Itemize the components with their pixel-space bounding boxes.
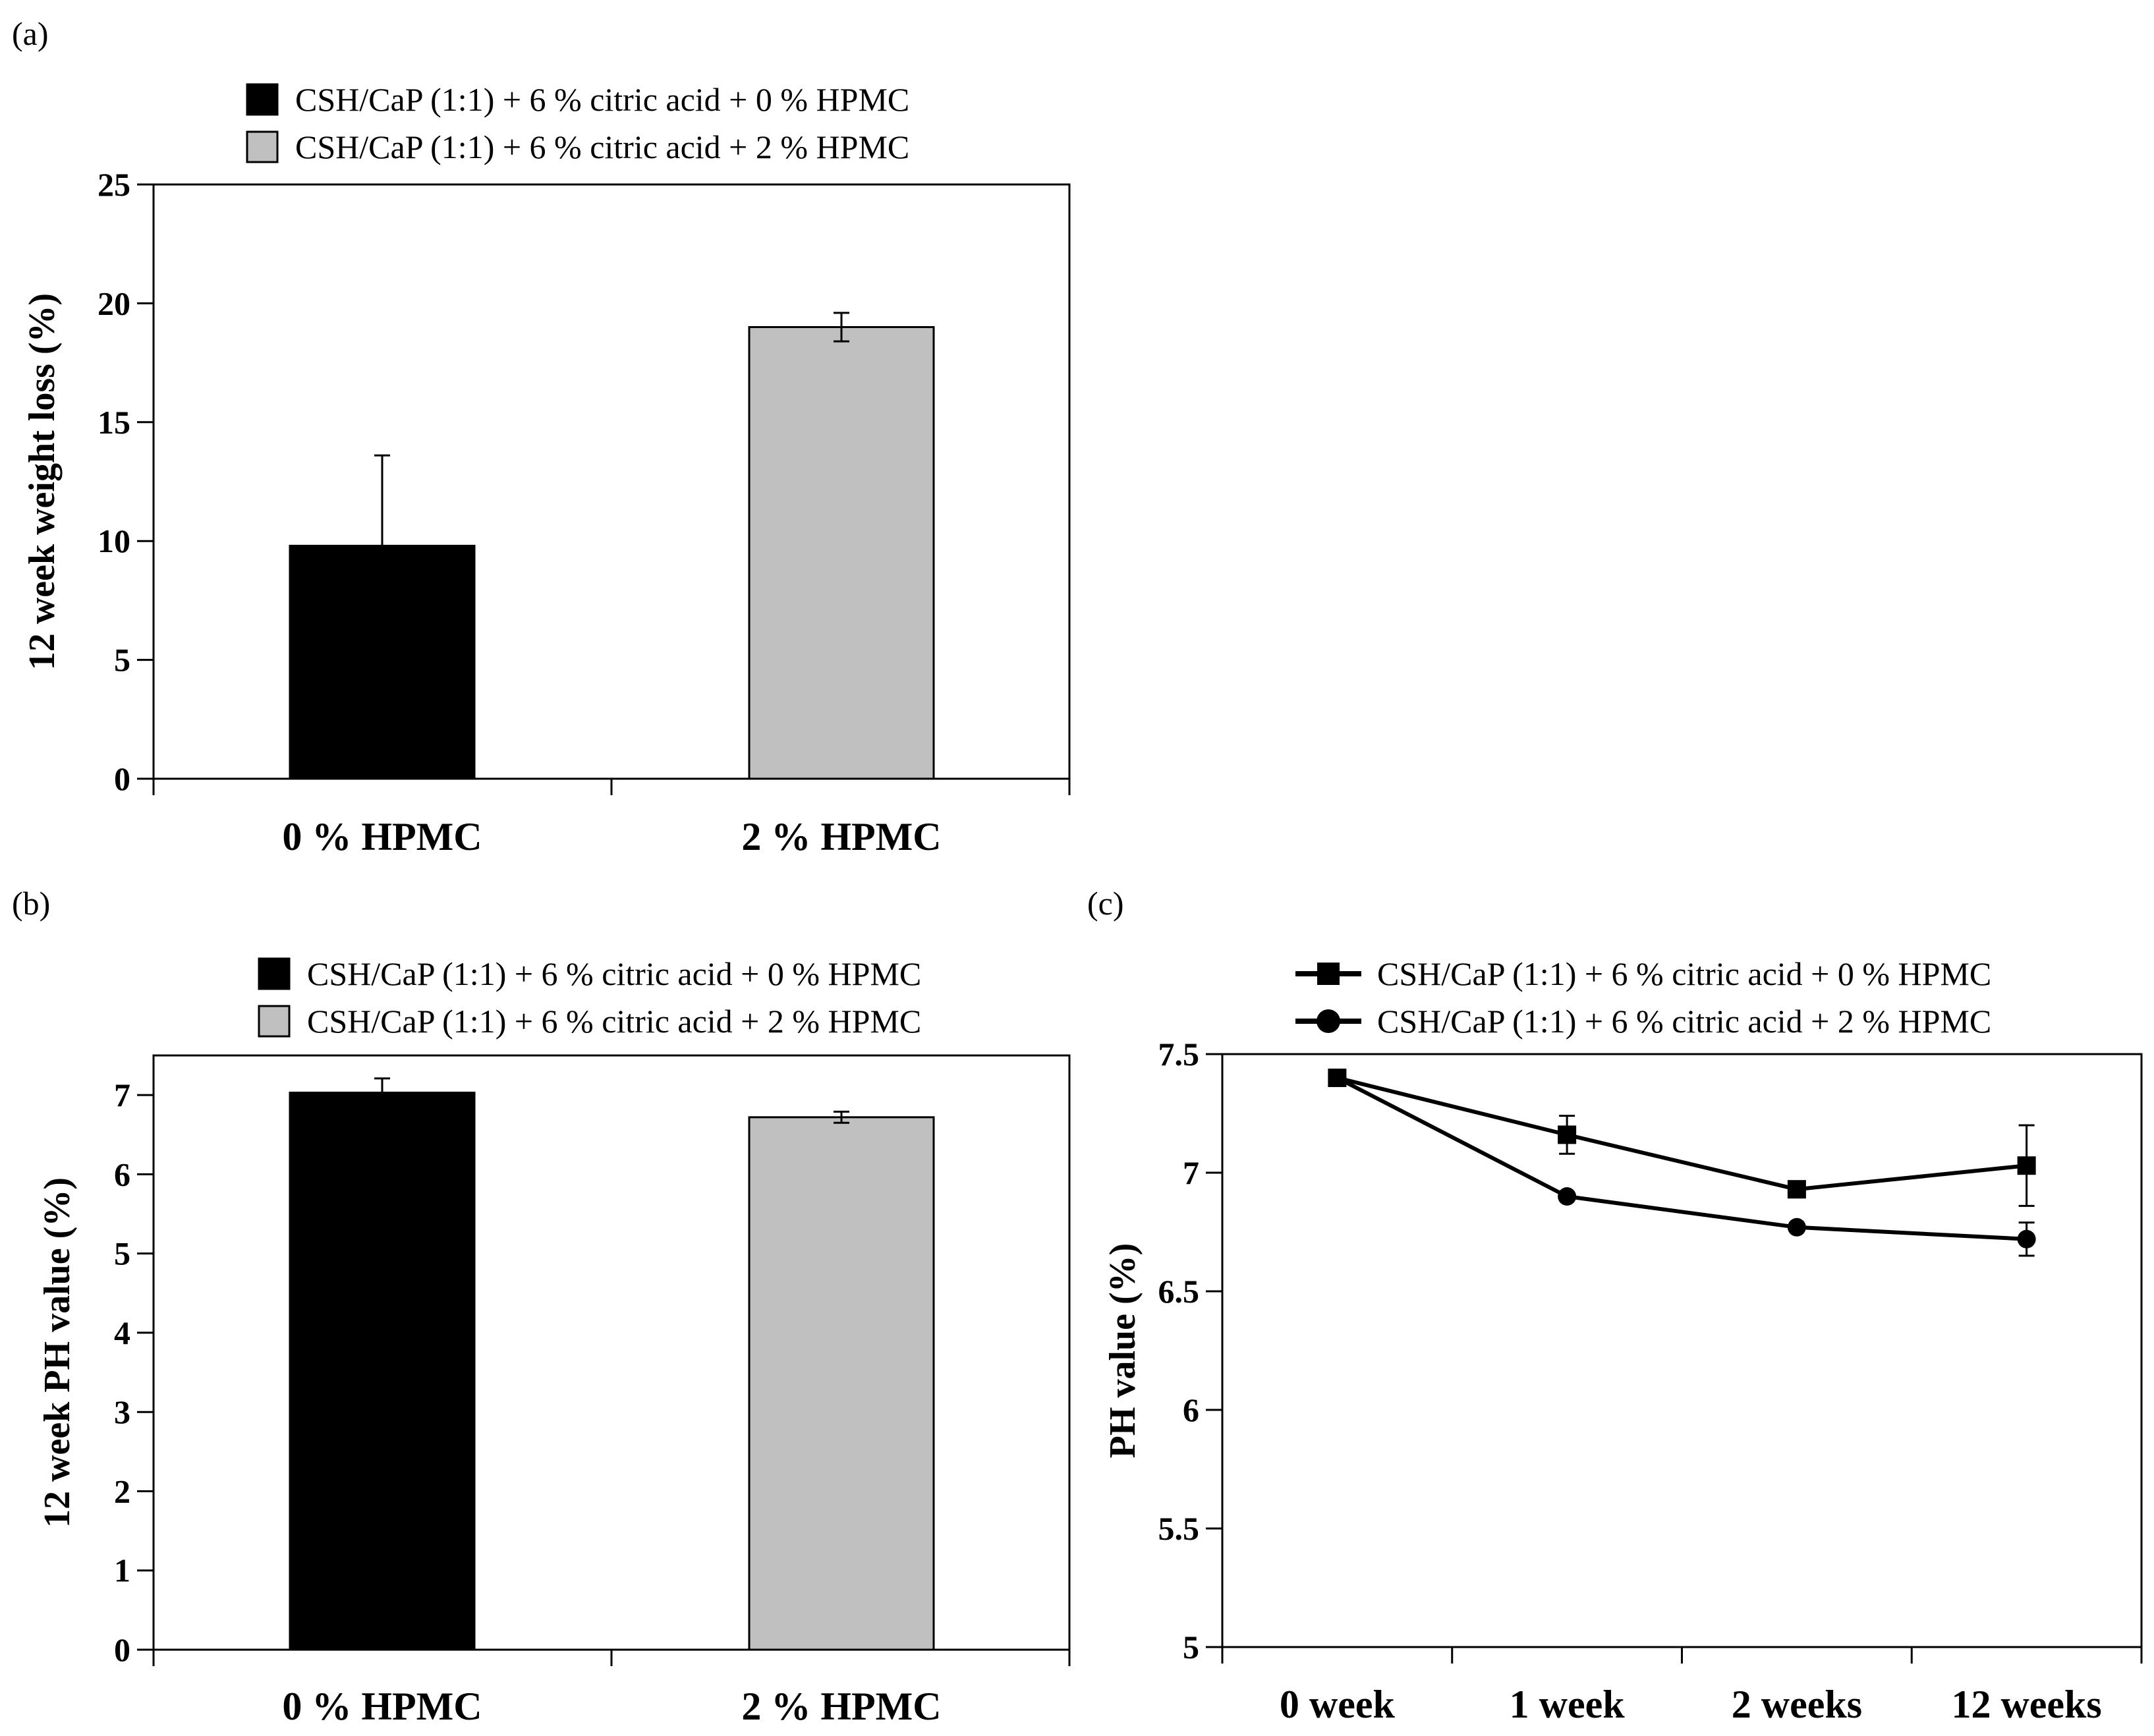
panel-c-series-line-2-hpmc [1336, 1076, 2027, 1241]
panel-a-y-axis-label: 12 week weight loss (%) [22, 293, 63, 670]
panel-c-category-2: 2 weeks [1732, 1683, 1862, 1726]
panel-a-legend: CSH/CaP (1:1) + 6 % citric acid + 0 % HP… [246, 81, 909, 165]
panel-c-y-ticks: 5 5.5 6 6.5 7 7.5 [1158, 1036, 1222, 1666]
panel-a-ytick-4: 20 [98, 285, 130, 322]
panel-a-error-bars [374, 312, 849, 546]
panel-c-legend-label-0: CSH/CaP (1:1) + 6 % citric acid + 0 % HP… [1377, 955, 1991, 992]
panel-a-bars [289, 325, 935, 780]
panel-c: (c) CSH/CaP (1:1) + 6 % citric acid + 0 … [1087, 885, 2143, 1726]
panel-b-ytick-3: 3 [114, 1393, 130, 1430]
panel-c-ytick-3: 6.5 [1158, 1273, 1200, 1310]
panel-a-error-bar-0 [374, 454, 390, 546]
panel-a-y-ticks: 0 5 10 15 20 25 [98, 166, 154, 797]
panel-c-series-line-0-hpmc [1336, 1076, 2027, 1192]
panel-b-error-bars [374, 1077, 849, 1124]
panel-b-bars [289, 1092, 935, 1651]
panel-b-ytick-1: 1 [114, 1552, 130, 1589]
panel-b-ytick-5: 5 [114, 1235, 130, 1272]
panel-a-category-1: 2 % HPMC [741, 815, 941, 858]
panel-b-bar-2-hpmc [748, 1116, 935, 1651]
panel-b-y-ticks: 0 1 2 3 4 5 6 7 [114, 1077, 154, 1668]
panel-a-bar-2-hpmc [748, 325, 935, 780]
panel-c-y-axis-label: PH value (%) [1102, 1243, 1143, 1459]
panel-b-category-0: 0 % HPMC [282, 1685, 482, 1728]
panel-b-ytick-6: 6 [114, 1156, 130, 1192]
panel-c-plot-frame [1221, 1053, 2143, 1648]
panel-c-ytick-5: 7.5 [1158, 1036, 1200, 1073]
panel-c-ytick-2: 6 [1183, 1391, 1199, 1428]
panel-b-error-bar-0 [374, 1077, 390, 1093]
panel-b-legend: CSH/CaP (1:1) + 6 % citric acid + 0 % HP… [258, 955, 921, 1040]
panel-a-legend-label-1: CSH/CaP (1:1) + 6 % citric acid + 2 % HP… [295, 128, 909, 165]
panel-b-label: (b) [12, 885, 50, 922]
panel-b-x-ticks [152, 1650, 1071, 1666]
panel-c-point-s1-p2 [1787, 1218, 1806, 1237]
panel-a-legend-label-0: CSH/CaP (1:1) + 6 % citric acid + 0 % HP… [295, 81, 909, 118]
panel-c-point-s0-p2 [1787, 1180, 1806, 1199]
panel-c-category-1: 1 week [1510, 1683, 1626, 1726]
panel-c-point-s0-p3 [2017, 1156, 2036, 1175]
panel-a-category-0: 0 % HPMC [282, 815, 482, 858]
panel-c-ytick-0: 5 [1183, 1629, 1199, 1666]
panel-b-ytick-7: 7 [114, 1077, 130, 1113]
panel-a-ytick-3: 15 [98, 404, 130, 441]
panel-c-category-3: 12 weeks [1951, 1683, 2101, 1726]
panel-b-ytick-0: 0 [114, 1631, 130, 1668]
panel-c-legend-square-marker [1317, 963, 1340, 985]
panel-b-error-bar-1 [834, 1110, 849, 1124]
panel-b-legend-label-1: CSH/CaP (1:1) + 6 % citric acid + 2 % HP… [307, 1003, 921, 1040]
panel-c-ytick-4: 7 [1183, 1154, 1199, 1191]
panel-c-point-s0-p1 [1558, 1125, 1577, 1144]
panel-b-y-axis-label: 12 week PH value (%) [37, 1177, 78, 1528]
panel-c-label: (c) [1087, 885, 1124, 922]
panel-a-bar-0-hpmc [289, 544, 476, 780]
panel-b-ytick-4: 4 [114, 1314, 130, 1351]
panel-b: (b) CSH/CaP (1:1) + 6 % citric acid + 0 … [12, 885, 1071, 1728]
panel-a-ytick-2: 10 [98, 522, 130, 559]
panel-a-label: (a) [12, 15, 49, 52]
panel-a-ytick-0: 0 [114, 760, 130, 797]
panel-c-ytick-1: 5.5 [1158, 1510, 1200, 1547]
panel-b-bar-0-hpmc [289, 1092, 476, 1651]
panel-c-point-s1-p1 [1558, 1187, 1577, 1206]
panel-c-point-s1-p3 [2017, 1229, 2036, 1248]
panel-c-x-ticks [1221, 1647, 2143, 1664]
panel-c-category-0: 0 week [1280, 1683, 1396, 1726]
panel-a-legend-swatch-1 [246, 130, 279, 163]
panel-a-error-bar-1 [834, 312, 849, 343]
panel-c-legend-circle-marker [1317, 1009, 1340, 1033]
panel-c-point-s1-p0 [1328, 1069, 1347, 1087]
panel-b-legend-swatch-0 [258, 957, 291, 990]
panel-a-ytick-1: 5 [114, 642, 130, 679]
panel-c-markers [1328, 1069, 2036, 1257]
panel-c-legend: CSH/CaP (1:1) + 6 % citric acid + 0 % HP… [1295, 955, 1991, 1040]
panel-b-category-1: 2 % HPMC [741, 1685, 941, 1728]
panel-a-ytick-5: 25 [98, 166, 130, 203]
panel-a-x-ticks [152, 779, 1071, 795]
panel-c-legend-label-1: CSH/CaP (1:1) + 6 % citric acid + 2 % HP… [1377, 1003, 1991, 1040]
panel-b-legend-swatch-1 [258, 1005, 291, 1038]
panel-b-legend-label-0: CSH/CaP (1:1) + 6 % citric acid + 0 % HP… [307, 955, 921, 992]
panel-b-ytick-2: 2 [114, 1472, 130, 1509]
panel-a-legend-swatch-0 [246, 83, 279, 116]
panel-a: (a) CSH/CaP (1:1) + 6 % citric acid + 0 … [12, 15, 1071, 858]
